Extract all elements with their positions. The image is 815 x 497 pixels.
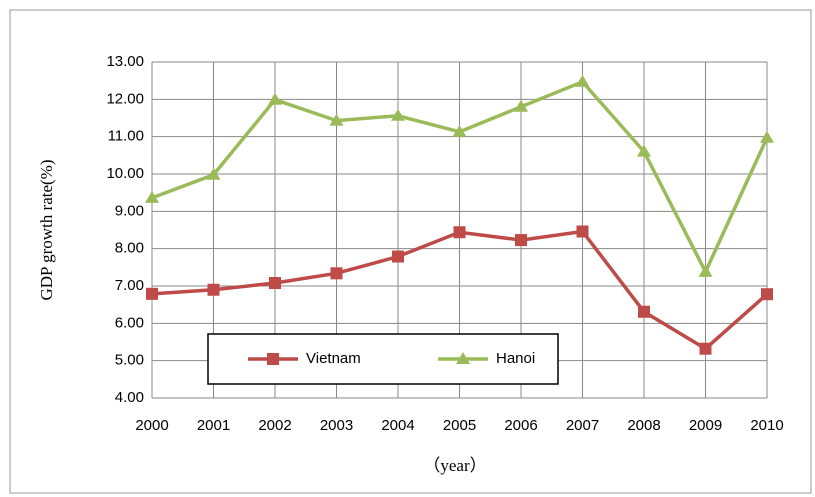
legend-marker [456,352,470,364]
x-tick-label: 2006 [504,417,537,434]
marker [206,167,221,180]
marker [392,250,404,263]
x-tick-label: 2007 [566,417,599,434]
marker [760,130,774,143]
marker [269,277,281,290]
x-tick-label: 2002 [258,417,291,434]
y-tick-label: 7.00 [115,277,144,294]
legend-label: Hanoi [496,350,535,367]
y-tick-label: 11.00 [108,128,144,145]
marker [699,342,712,355]
marker [145,190,159,203]
x-tick-label: 2008 [627,417,660,434]
marker [761,288,773,301]
marker [452,124,467,137]
y-tick-label: 10.00 [106,165,144,182]
marker [391,108,405,121]
y-tick-label: 13.00 [106,53,144,70]
marker [638,305,650,318]
legend-label: Vietnam [306,350,361,367]
marker [514,99,528,112]
x-tick-label: 2010 [750,417,783,434]
x-tick-label: 2003 [320,417,353,434]
x-axis-label: （year） [423,456,486,475]
marker [698,264,713,277]
y-axis-label: GDP growth rate(%) [37,160,56,301]
marker [329,113,344,126]
marker [637,144,651,157]
marker [330,267,343,280]
marker [207,283,220,296]
x-tick-label: 2005 [443,417,476,434]
marker [146,287,158,300]
marker [515,234,527,247]
marker [576,225,589,238]
x-tick-label: 2004 [381,417,414,434]
y-tick-label: 4.00 [115,389,144,406]
marker [453,226,466,239]
marker [268,92,282,105]
y-tick-label: 5.00 [115,352,144,369]
y-tick-label: 6.00 [115,314,144,331]
y-tick-label: 12.00 [106,90,144,107]
legend-marker [267,353,279,365]
y-tick-label: 8.00 [115,240,144,257]
x-tick-label: 2001 [197,417,230,434]
y-tick-label: 9.00 [115,202,144,219]
x-tick-label: 2009 [689,417,722,434]
x-tick-label: 2000 [135,417,168,434]
marker [575,74,590,87]
